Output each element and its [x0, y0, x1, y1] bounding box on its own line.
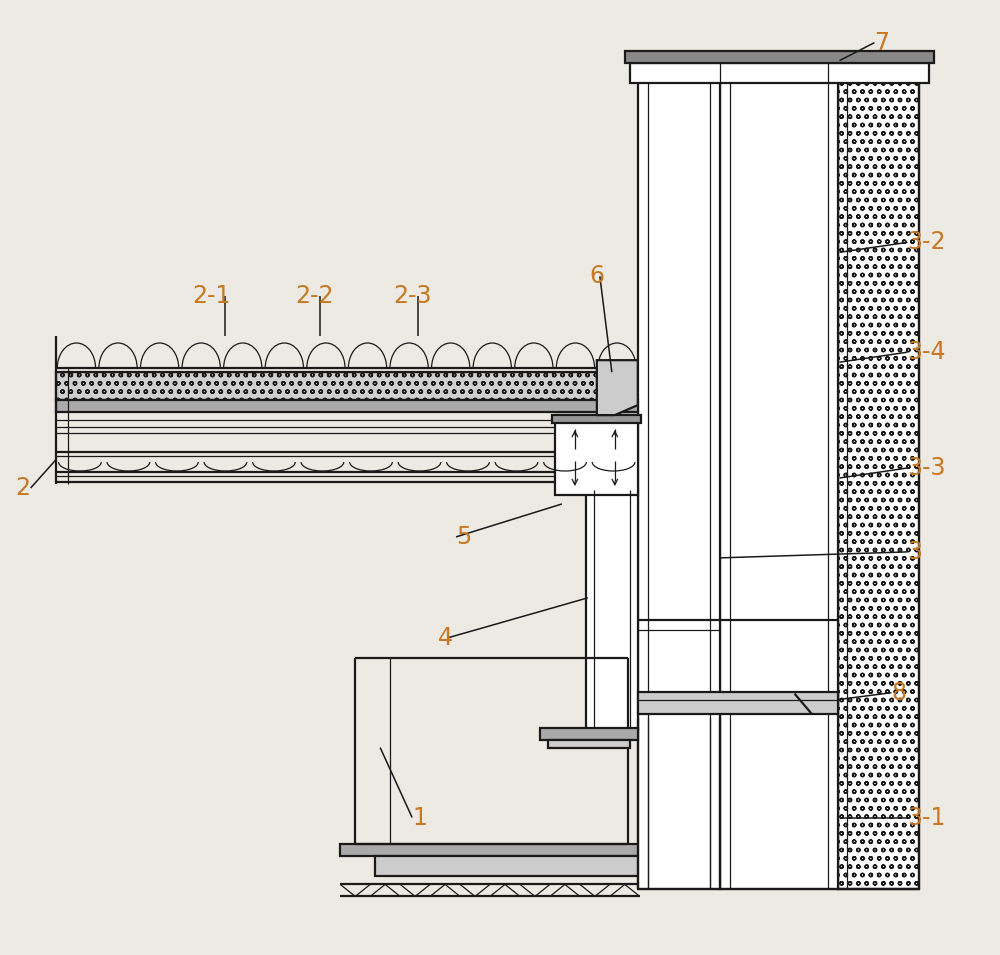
Text: 1: 1	[412, 805, 427, 830]
Text: 3-3: 3-3	[907, 456, 946, 480]
Bar	[630, 63, 929, 82]
Bar	[340, 844, 640, 857]
Text: 3-2: 3-2	[907, 230, 946, 254]
Bar	[586, 490, 638, 730]
Text: 5: 5	[456, 525, 471, 549]
Text: 2-3: 2-3	[393, 285, 432, 308]
Text: 4: 4	[438, 626, 453, 649]
Bar	[552, 415, 641, 423]
Bar	[838, 60, 919, 889]
Bar	[838, 60, 919, 889]
Bar	[375, 857, 640, 877]
Text: 8: 8	[891, 681, 907, 705]
Bar	[56, 400, 638, 413]
Polygon shape	[597, 360, 638, 415]
Text: 2-1: 2-1	[192, 285, 231, 308]
Bar	[638, 60, 720, 889]
Text: 3-4: 3-4	[907, 340, 946, 364]
Bar	[56, 372, 638, 400]
Text: 7: 7	[874, 31, 889, 54]
Text: 2-2: 2-2	[295, 285, 334, 308]
Bar	[548, 739, 630, 748]
Bar	[720, 60, 838, 889]
Bar	[555, 415, 638, 495]
Text: 3-1: 3-1	[907, 805, 946, 830]
Bar	[638, 691, 838, 713]
Text: 2: 2	[16, 476, 31, 500]
Text: 6: 6	[590, 265, 605, 288]
Bar	[540, 728, 638, 739]
Text: 3: 3	[907, 540, 922, 563]
Bar	[625, 51, 934, 63]
